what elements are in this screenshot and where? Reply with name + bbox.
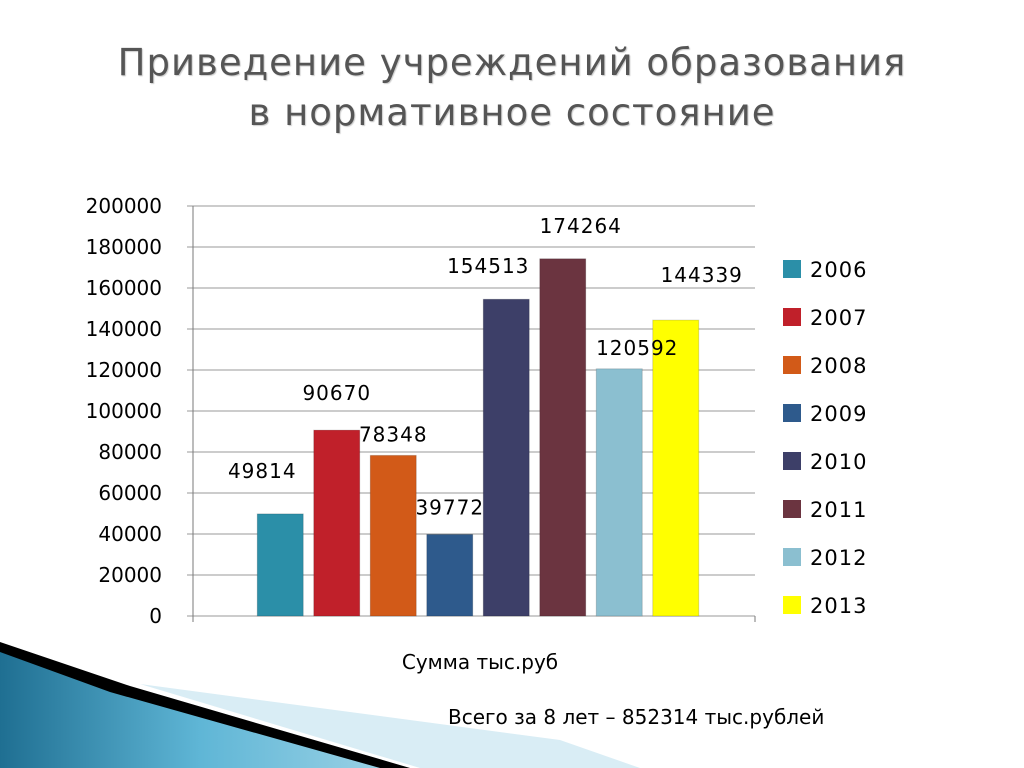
data-label-2010: 154513 [447,254,529,278]
y-tick-label: 120000 [86,358,162,382]
legend-swatch-2006 [783,260,801,278]
y-tick-label: 40000 [98,522,162,546]
legend-swatch-2007 [783,308,801,326]
title-line-2: в нормативное состояние [248,91,776,134]
x-axis-label: Сумма тыс.руб [401,650,559,674]
bar-2011 [539,258,587,617]
y-tick-label: 180000 [86,235,162,259]
legend-swatch-2010 [783,452,801,470]
data-label-2012: 120592 [596,336,678,360]
total-summary: Всего за 8 лет – 852314 тыс.рублей [448,705,825,729]
y-tick-label: 0 [149,604,162,628]
legend-label-2013: 2013 [810,594,867,618]
data-label-2013: 144339 [661,263,743,287]
y-tick-label: 80000 [98,440,162,464]
bar-2010 [482,298,530,617]
data-label-2011: 174264 [540,214,622,238]
legend-label-2009: 2009 [810,402,867,426]
y-tick-label: 200000 [86,194,162,218]
bar-2008 [369,454,417,617]
y-tick-label: 160000 [86,276,162,300]
legend-swatch-2012 [783,548,801,566]
bar-2013 [652,319,700,617]
legend-swatch-2008 [783,356,801,374]
y-tick-label: 100000 [86,399,162,423]
legend-label-2008: 2008 [810,354,867,378]
data-label-2007: 90670 [302,381,371,405]
y-tick-label: 20000 [98,563,162,587]
bar-2009 [426,533,474,617]
bar-2006 [256,513,304,617]
data-label-2009: 39772 [415,495,484,519]
y-tick-label: 60000 [98,481,162,505]
title-line-1: Приведение учреждений образования [117,41,907,84]
data-label-2006: 49814 [228,459,297,483]
legend-swatch-2013 [783,596,801,614]
data-label-2008: 78348 [359,422,428,446]
legend-swatch-2011 [783,500,801,518]
legend-label-2006: 2006 [810,258,867,282]
legend-label-2011: 2011 [810,498,867,522]
legend-swatch-2009 [783,404,801,422]
legend-label-2007: 2007 [810,306,867,330]
y-tick-label: 140000 [86,317,162,341]
bar-2007 [313,429,361,617]
page-title: Приведение учреждений образования в норм… [0,38,1024,138]
bar-2012 [595,368,643,617]
legend-label-2012: 2012 [810,546,867,570]
legend-label-2010: 2010 [810,450,867,474]
